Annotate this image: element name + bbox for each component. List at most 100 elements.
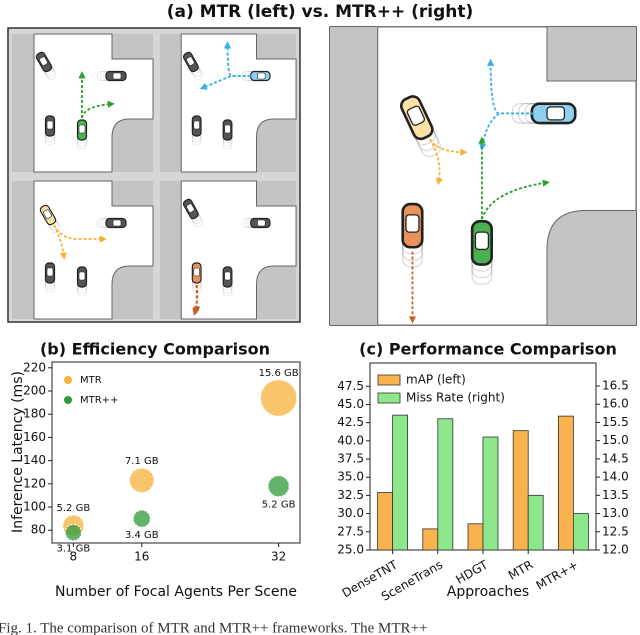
y-tick-label: 200 [23, 384, 46, 398]
car-window [257, 219, 266, 227]
y-tick-label: 220 [23, 360, 46, 374]
car-window [112, 219, 122, 227]
bar [527, 494, 544, 551]
scene [160, 180, 297, 320]
legend-label: Miss Rate (right) [406, 391, 505, 405]
y-tick-label: 180 [23, 407, 46, 421]
car-window [257, 72, 266, 80]
y-tick-label: 35.0 [337, 470, 364, 484]
x-tick-label: 8 [70, 550, 78, 564]
y2-tick-label: 13.0 [602, 506, 629, 520]
car-window [43, 209, 52, 219]
car-window [546, 106, 566, 121]
car [222, 119, 233, 150]
y-tick-label: 37.5 [337, 452, 364, 466]
bar [573, 513, 589, 551]
car-window [186, 203, 195, 213]
scene [330, 26, 637, 326]
figure-title: (a) MTR (left) vs. MTR++ (right) [167, 2, 474, 22]
car [44, 115, 56, 146]
car-window [193, 120, 200, 130]
y-tick-label: 47.5 [337, 379, 364, 393]
caption: Fig. 1. The comparison of MTR and MTR++ … [0, 620, 428, 635]
car-window [193, 267, 200, 277]
car [401, 202, 424, 268]
car [76, 266, 88, 297]
trajectory [486, 58, 534, 115]
car [39, 204, 61, 233]
bubble-label: 3.4 GB [125, 530, 159, 541]
car-window [39, 56, 48, 66]
bubble [129, 467, 155, 494]
bubble-label: 5.2 GB [262, 500, 296, 511]
y2-tick-label: 12.5 [602, 524, 629, 538]
bar [392, 414, 409, 551]
car-window [224, 124, 231, 134]
trajectory [199, 75, 251, 90]
bubble [267, 475, 290, 498]
car-window [224, 271, 231, 281]
scene [160, 33, 297, 173]
car [222, 266, 233, 297]
bar [377, 492, 394, 551]
y-tick-label: 42.5 [337, 415, 364, 429]
trajectory [53, 224, 68, 260]
x-tick-label: HDGT [453, 557, 490, 587]
y-tick-label: 120 [23, 476, 46, 490]
bar [467, 523, 484, 551]
car [470, 220, 493, 285]
bubble [259, 379, 298, 417]
car [44, 262, 56, 293]
bubble-label: 7.1 GB [125, 456, 159, 467]
legend-marker [64, 396, 72, 404]
bubble-label: 3.1 GB [57, 544, 91, 555]
y-tick-label: 80 [31, 523, 46, 537]
x-tick-label: MTR [506, 558, 536, 583]
y-tick-label: 100 [23, 500, 46, 514]
legend-label: MTR [80, 375, 102, 386]
car-window [405, 214, 420, 233]
bubble [64, 523, 82, 542]
car-window [46, 120, 54, 130]
y2-tick-label: 15.0 [602, 433, 629, 447]
y-tick-label: 160 [23, 430, 46, 444]
y2-tick-label: 16.0 [602, 397, 629, 411]
legend-label: MTR++ [80, 395, 118, 406]
legend-label: mAP (left) [406, 373, 466, 387]
bubble-label: 5.2 GB [57, 503, 91, 514]
road [180, 180, 297, 320]
chart-title: (c) Performance Comparison [359, 340, 617, 359]
bar [422, 528, 439, 551]
bubble [132, 509, 151, 528]
car-window [474, 231, 490, 251]
bar [437, 418, 454, 551]
car [241, 217, 271, 229]
car-window [186, 56, 195, 66]
car [76, 119, 88, 150]
car [241, 70, 271, 82]
x-axis-label: Approaches [447, 584, 529, 600]
car-window [78, 271, 86, 281]
x-tick-label: 32 [271, 550, 286, 564]
road [33, 180, 154, 320]
road [33, 33, 154, 173]
y2-tick-label: 14.5 [602, 451, 629, 465]
y-axis-label: Inference Latency (ms) [10, 371, 26, 533]
y2-tick-label: 12.0 [602, 543, 629, 557]
scenes [12, 26, 637, 326]
bar [512, 430, 529, 551]
y-tick-label: 140 [23, 453, 46, 467]
car [399, 95, 442, 158]
y2-tick-label: 14.0 [602, 470, 629, 484]
x-tick-label: MTR++ [534, 558, 581, 593]
car [96, 217, 127, 229]
road [180, 33, 297, 173]
trajectory [81, 100, 115, 119]
plot-frame [51, 361, 301, 544]
legend-marker [64, 376, 72, 384]
legend-swatch [377, 392, 401, 404]
y-tick-label: 32.5 [337, 488, 364, 502]
scene [12, 33, 154, 173]
trajectory [429, 138, 443, 186]
